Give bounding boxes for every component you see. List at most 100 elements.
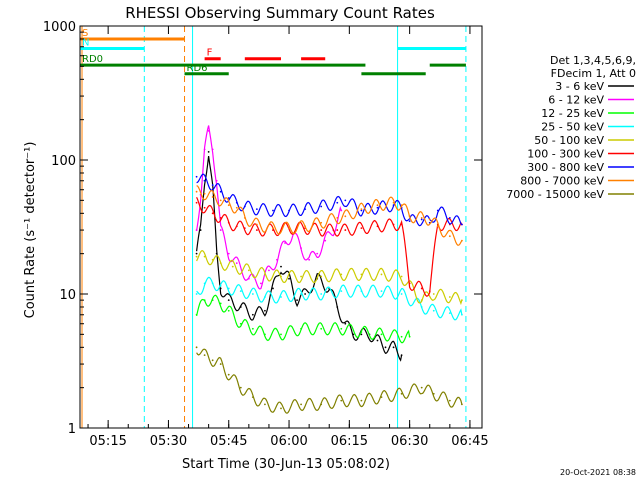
series-point xyxy=(376,225,379,228)
legend-entry-label: 7000 - 15000 keV xyxy=(506,188,604,201)
series-point xyxy=(400,204,403,207)
series-point xyxy=(324,239,327,242)
y-tick-label: 1000 xyxy=(43,20,76,35)
series-point xyxy=(195,201,198,204)
series-point xyxy=(376,339,379,342)
series-point xyxy=(211,282,214,285)
legend-entry-label: 100 - 300 keV xyxy=(527,148,604,161)
series-point xyxy=(211,212,214,215)
series-point xyxy=(203,192,206,195)
series-point xyxy=(461,403,463,406)
series-point xyxy=(195,313,198,316)
series-point xyxy=(360,208,363,211)
series-point xyxy=(420,216,423,219)
series-point xyxy=(211,196,214,198)
series-0 xyxy=(195,150,403,362)
series-point xyxy=(304,208,307,211)
series-point xyxy=(195,252,198,255)
series-point xyxy=(300,293,302,295)
legend-entry-label: 12 - 25 keV xyxy=(541,107,604,120)
series-point xyxy=(255,223,258,226)
series-point xyxy=(360,290,363,293)
x-tick-label: 05:45 xyxy=(210,434,247,449)
series-point xyxy=(320,275,323,278)
series-point xyxy=(195,293,198,295)
series-point xyxy=(219,284,222,287)
series-point xyxy=(340,273,343,276)
series-6 xyxy=(195,173,463,227)
series-point xyxy=(400,293,403,295)
series-point xyxy=(340,209,343,212)
series-point xyxy=(211,299,214,302)
series-point xyxy=(288,227,290,230)
series-point xyxy=(461,223,463,226)
series-point xyxy=(264,309,266,312)
series-point xyxy=(227,204,230,207)
status-segment-label: F xyxy=(207,48,213,59)
series-point xyxy=(392,223,395,226)
series-point xyxy=(239,306,242,308)
series-point xyxy=(227,221,230,224)
legend-entry-label: 50 - 100 keV xyxy=(534,134,604,147)
legend-entry-label: 3 - 6 keV xyxy=(555,80,604,93)
series-point xyxy=(352,333,355,336)
series-point xyxy=(243,227,246,230)
legend-entry-label: 25 - 50 keV xyxy=(541,121,604,134)
series-point xyxy=(448,312,451,315)
series-point xyxy=(284,242,286,244)
plot-frame xyxy=(79,25,483,429)
series-point xyxy=(203,206,206,209)
series-point xyxy=(280,296,282,298)
series-point xyxy=(420,386,423,389)
series-point xyxy=(336,306,339,308)
series-point xyxy=(227,252,230,255)
series-point xyxy=(300,327,302,330)
series-point xyxy=(219,199,222,202)
series-point xyxy=(420,299,423,302)
series-point xyxy=(227,197,230,199)
series-point xyxy=(211,148,214,151)
series-line xyxy=(196,185,463,246)
series-point xyxy=(280,265,282,268)
series-point xyxy=(211,359,214,362)
series-point xyxy=(392,201,395,204)
series-point xyxy=(235,206,238,209)
x-tick-label: 06:30 xyxy=(391,434,428,449)
series-point xyxy=(247,277,250,280)
series-line xyxy=(196,125,342,290)
y-tick-label: 100 xyxy=(51,154,76,169)
series-3 xyxy=(195,276,463,321)
legend-header: FDecim 1, Att 0 xyxy=(551,67,636,80)
series-point xyxy=(227,309,230,312)
series-point xyxy=(280,275,282,278)
series-point xyxy=(251,313,254,316)
series-point xyxy=(336,229,339,231)
series-point xyxy=(376,204,379,207)
series-point xyxy=(211,184,214,186)
series-point xyxy=(380,396,383,399)
series-point xyxy=(420,218,423,221)
series-point xyxy=(461,299,463,302)
series-point xyxy=(380,333,383,336)
series-point xyxy=(247,269,250,272)
series-point xyxy=(408,282,411,285)
series-point xyxy=(340,399,343,402)
series-point xyxy=(344,215,347,218)
series-point xyxy=(288,277,290,280)
series-point xyxy=(276,258,278,261)
series-point xyxy=(255,208,258,211)
series-point xyxy=(199,229,202,231)
series-point xyxy=(436,209,439,212)
series-point xyxy=(448,399,451,402)
series-point xyxy=(219,190,222,193)
series-8 xyxy=(195,346,463,414)
series-point xyxy=(316,252,319,255)
series-point xyxy=(251,396,254,399)
chart-title: RHESSI Observing Summary Count Rates xyxy=(125,4,435,22)
series-4 xyxy=(195,250,463,306)
series-point xyxy=(219,363,222,365)
series-point xyxy=(420,287,423,290)
status-segment-label: RD6 xyxy=(187,63,208,74)
status-segment-label: RD0 xyxy=(82,54,103,65)
series-point xyxy=(280,407,282,410)
